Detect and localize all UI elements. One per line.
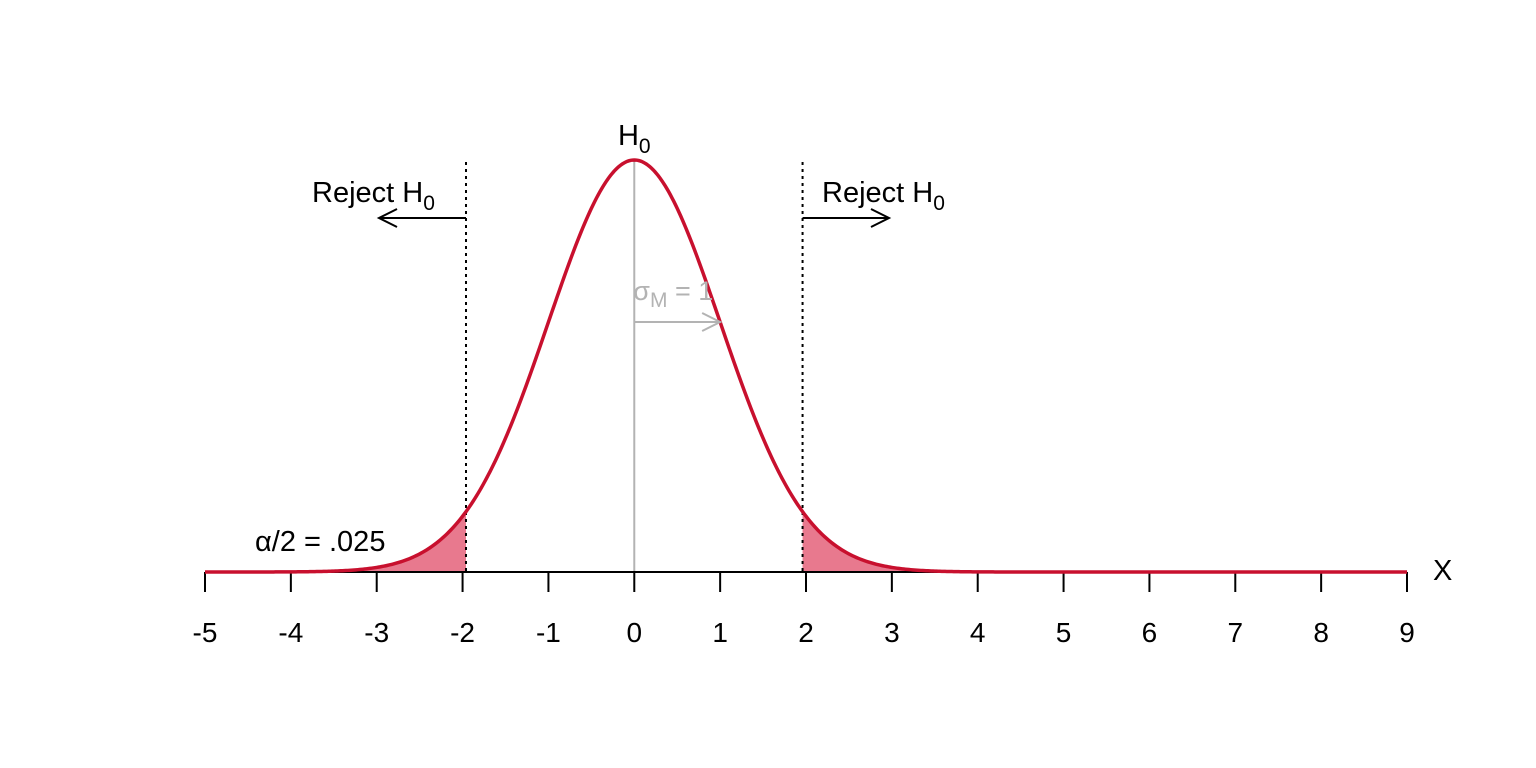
right-tail-fill [802,511,1407,572]
x-tick-label: 8 [1313,617,1329,648]
reject-left-arrow [376,208,467,228]
left-tail-fill [205,511,467,572]
reject-right-label: Reject H0 [822,177,945,215]
x-axis-ticks: -5 -4 -3 -2 -1 0 1 2 3 4 5 6 7 8 9 [193,572,1415,648]
reject-left-label: Reject H0 [312,177,435,215]
critical-value-lines [465,162,804,572]
x-tick-label: 6 [1142,617,1158,648]
x-tick-label: -2 [450,617,475,648]
alpha-label: α/2 = .025 [255,526,385,558]
x-tick-label: 5 [1056,617,1072,648]
h0-density-curve [205,158,1407,574]
x-tick-label: 7 [1227,617,1243,648]
x-tick-label: 0 [626,617,642,648]
h0-label: H0 [618,120,651,158]
x-tick-label: 1 [712,617,728,648]
x-tick-label: -1 [536,617,561,648]
x-tick-label: 4 [970,617,986,648]
arrow-head [376,208,398,228]
x-tick-label: -5 [193,617,218,648]
x-tick-label: 2 [798,617,814,648]
sigma-label: σM = 1 [633,276,713,312]
x-tick-label: -4 [278,617,303,648]
reject-right-arrow [802,208,892,228]
arrow-head [701,312,723,332]
x-axis-label: X [1433,555,1452,587]
x-tick-label: -3 [364,617,389,648]
sigma-arrow [634,312,723,332]
x-tick-label: 9 [1399,617,1415,648]
rejection-region-fills [205,511,1407,572]
x-tick-label: 3 [884,617,900,648]
arrow-head [870,208,892,228]
